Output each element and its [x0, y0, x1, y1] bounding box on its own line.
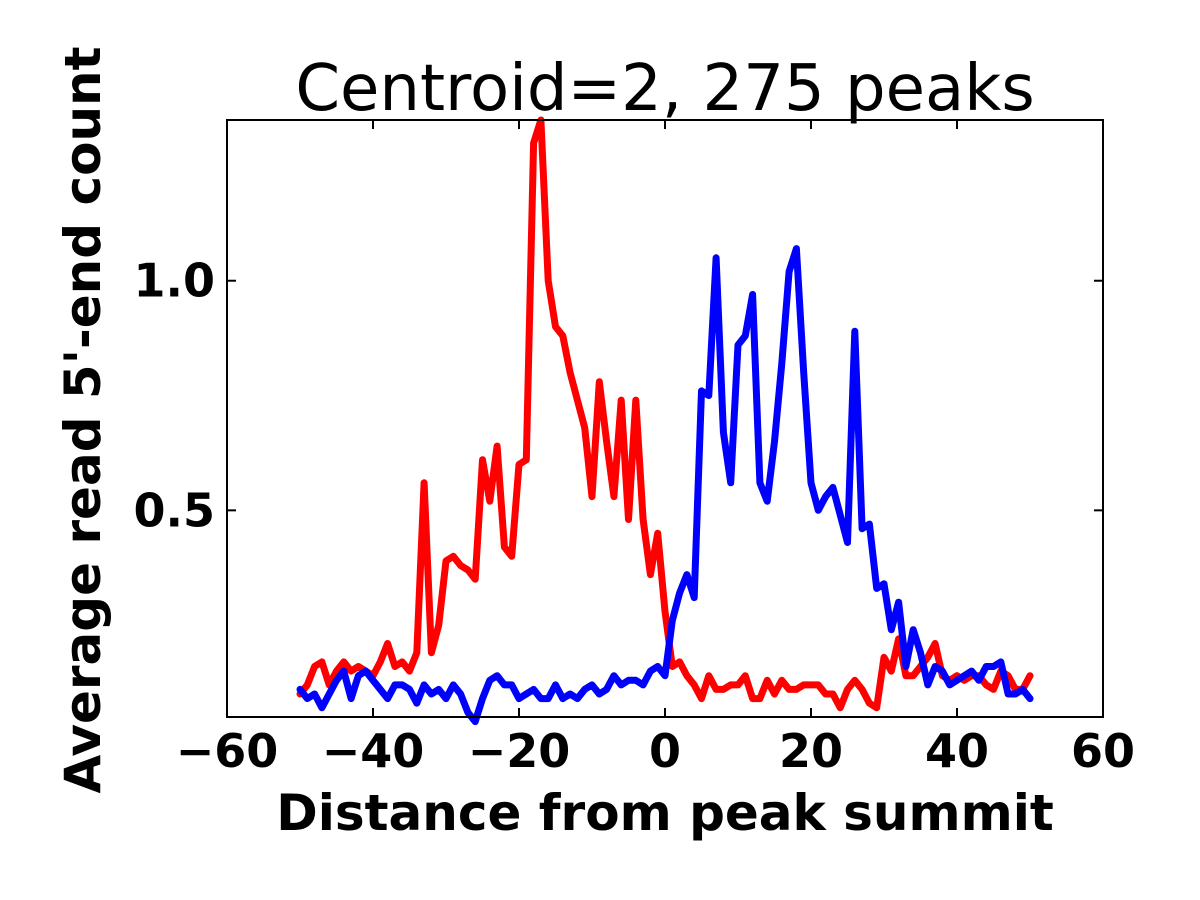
y-tick-label: 1.0: [134, 254, 216, 308]
x-tick-label: −60: [176, 724, 279, 778]
series-line-1: [296, 116, 1034, 712]
x-tick-label: −20: [468, 724, 571, 778]
x-tick-label: 40: [925, 724, 989, 778]
ticks-layer: −60 −40 −20 0 20 40 60 0.5 1.0: [134, 120, 1135, 778]
x-tick-label: 0: [649, 724, 681, 778]
x-tick-label: 20: [779, 724, 843, 778]
y-tick-label: 0.5: [134, 483, 216, 537]
series-line-2: [296, 245, 1034, 726]
series-layer: [296, 116, 1034, 726]
x-axis-label: Distance from peak summit: [276, 784, 1054, 842]
y-axis-label: Average read 5'-end count: [54, 46, 112, 793]
x-tick-label: −40: [322, 724, 425, 778]
x-tick-label: 60: [1071, 724, 1135, 778]
chart-title: Centroid=2, 275 peaks: [295, 52, 1034, 126]
